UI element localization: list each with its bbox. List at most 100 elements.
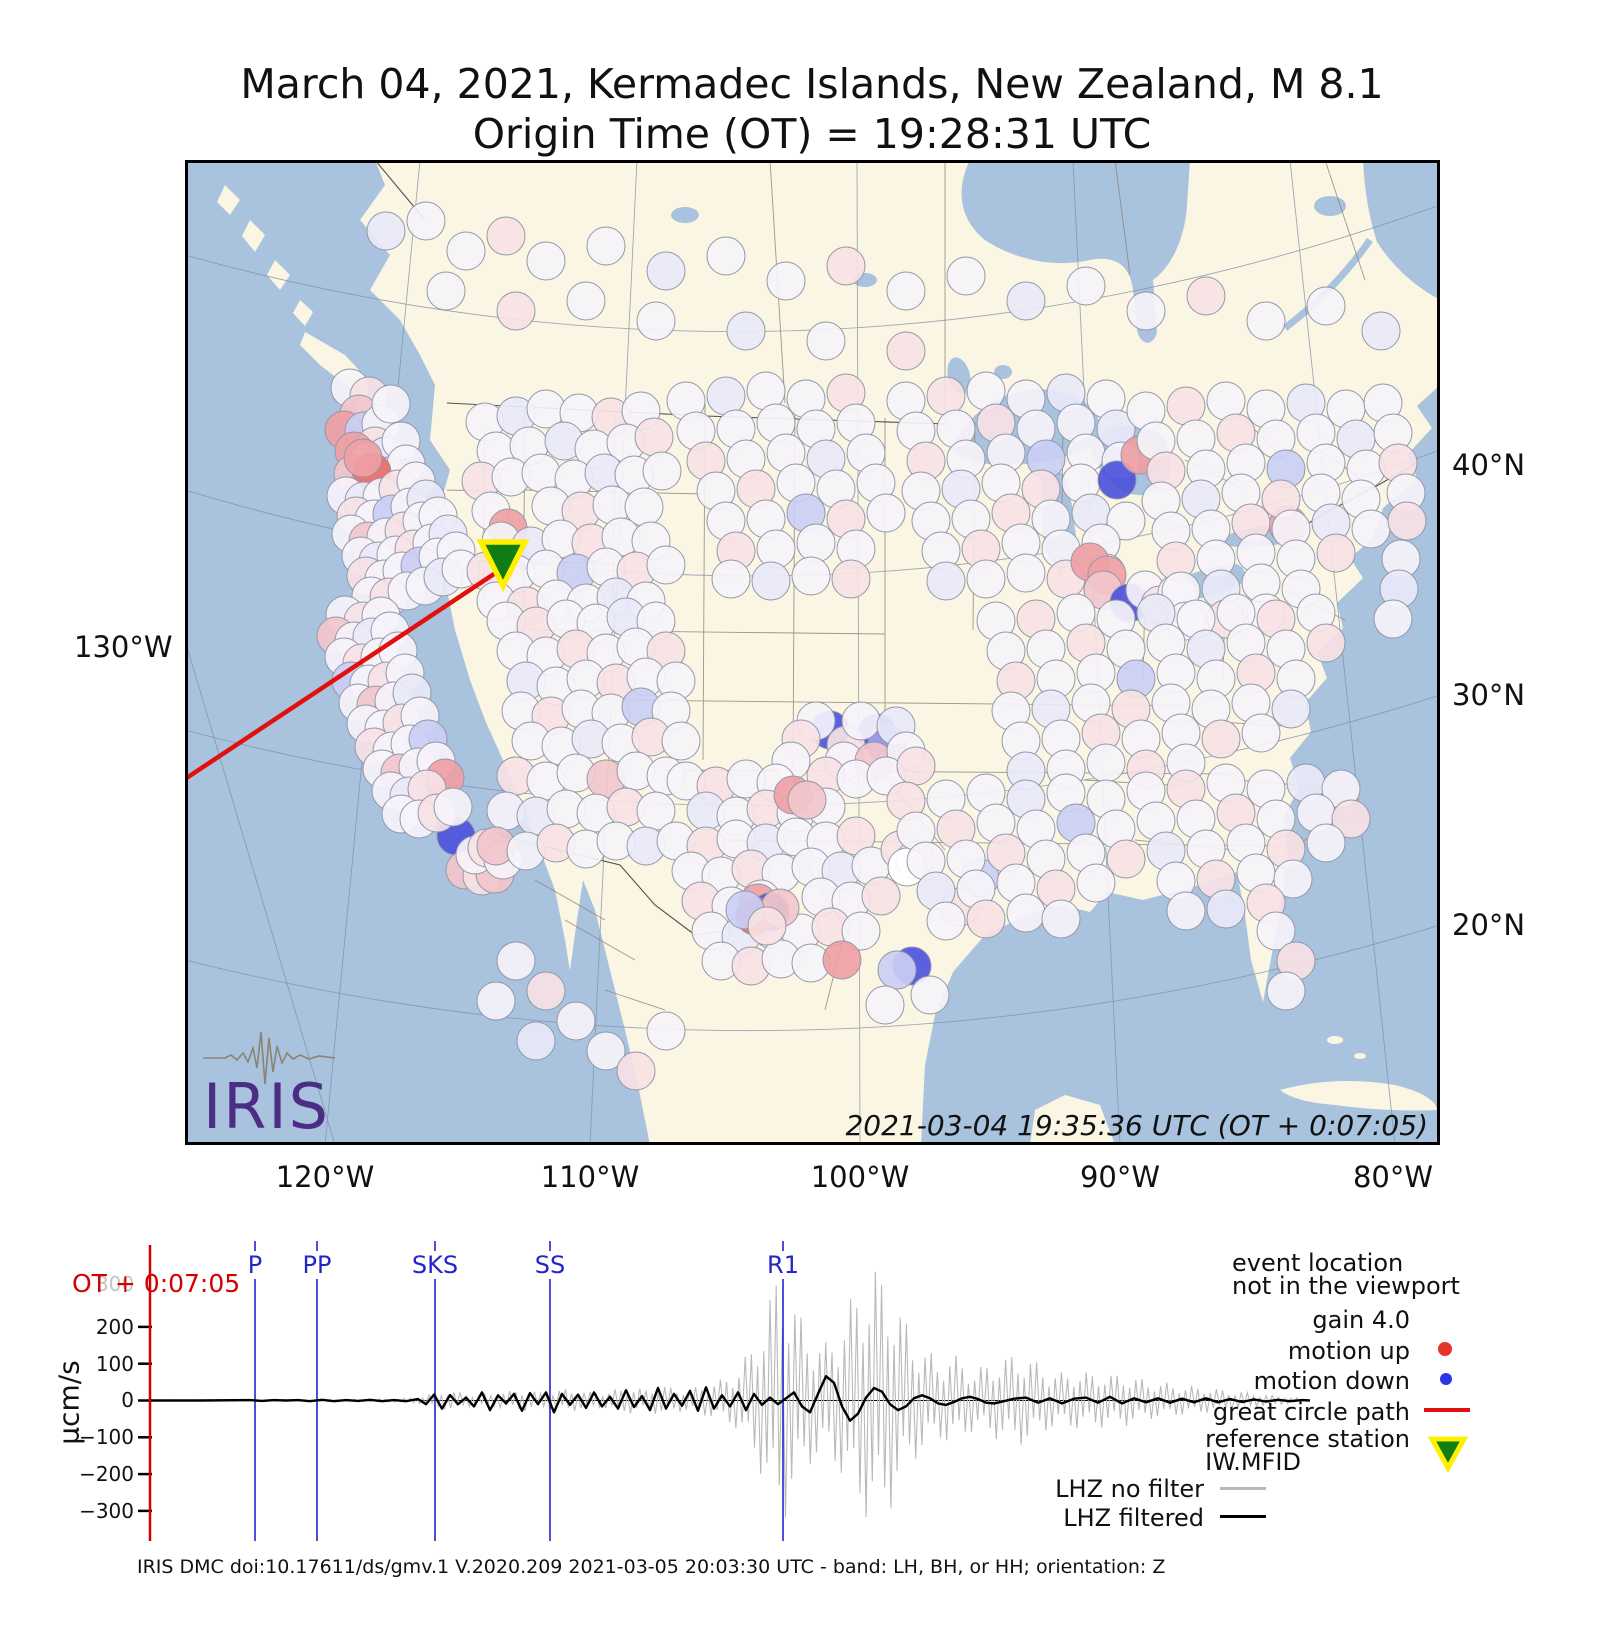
station-dot [910, 975, 950, 1015]
station-dot [1361, 311, 1401, 351]
station-dot [634, 417, 674, 457]
logo-seismogram-squiggle [203, 1031, 336, 1085]
station-dot [877, 950, 917, 990]
legend-no-filter-label: LHZ no filter [1055, 1475, 1204, 1503]
hudson-bay [961, 160, 1190, 343]
map-xtick-80w: 80°W [1352, 1160, 1434, 1194]
station-dot [586, 1031, 626, 1071]
station-dot [791, 556, 831, 596]
station-dot [1097, 460, 1137, 500]
station-dot [616, 1051, 656, 1091]
map-timestamp: 2021-03-04 19:35:36 UTC (OT + 0:07:05) [845, 1109, 1428, 1142]
station-dot [1271, 689, 1311, 729]
island [1327, 1036, 1343, 1044]
station-dot [1373, 599, 1413, 639]
station-dot [1041, 899, 1081, 939]
station-dot [766, 261, 806, 301]
legend-gain: gain 4.0 [1312, 1306, 1410, 1334]
station-dot [366, 211, 406, 251]
station-dot [1006, 281, 1046, 321]
legend-filtered-label: LHZ filtered [1063, 1504, 1204, 1532]
reference-station-marker [476, 539, 530, 593]
station-dot [711, 559, 751, 599]
station-dot [1246, 301, 1286, 341]
station-dot [1126, 291, 1166, 331]
logo-text: IRIS [203, 1070, 330, 1143]
station-dot [886, 331, 926, 371]
motion-up-dot-icon [1438, 1342, 1452, 1356]
phase-label-pp: PP [303, 1251, 332, 1279]
station-dot [1006, 553, 1046, 593]
no-filter-line-icon [1220, 1487, 1266, 1490]
phase-arrival-lines: P PP SKS SS R1 [248, 1241, 799, 1541]
station-dot [406, 201, 446, 241]
station-dot [826, 246, 866, 286]
station-dot [521, 453, 561, 493]
station-dot [586, 226, 626, 266]
station-dot [1273, 859, 1313, 899]
iris-logo: IRIS [203, 1031, 336, 1143]
station-dot [446, 231, 486, 271]
station-dot [926, 901, 966, 941]
filtered-line-icon [1220, 1515, 1266, 1518]
station-dot [496, 291, 536, 331]
hidden-ytick-300: 300 [96, 1272, 135, 1296]
map-ytick-20n: 20°N [1452, 908, 1526, 942]
station-dot [822, 940, 862, 980]
station-dot [1166, 386, 1206, 426]
legend-reference-station-label: reference station IW.MFID [1205, 1427, 1410, 1474]
ytick-neg300: −300 [79, 1499, 134, 1523]
seismogram-plot: P PP SKS SS R1 [138, 1241, 1311, 1541]
coastal-islands [217, 185, 313, 326]
station-dot [866, 493, 906, 533]
station-dot [841, 701, 881, 741]
station-dot [926, 561, 966, 601]
pacific-ocean [185, 160, 650, 1145]
station-dot [371, 384, 411, 424]
footer-attribution: IRIS DMC doi:10.17611/ds/gmv.1 V.2020.20… [137, 1556, 1166, 1578]
station-dot [1256, 911, 1296, 951]
station-dot [646, 1011, 686, 1051]
station-dot [787, 780, 827, 820]
station-dot [636, 301, 676, 341]
ytick-neg200: −200 [79, 1462, 134, 1486]
station-dot [926, 376, 966, 416]
small-lake [994, 365, 1012, 379]
legend-motion-down-label: motion down [1253, 1367, 1410, 1395]
station-dot [886, 271, 926, 311]
station-dot [1306, 823, 1346, 863]
station-dot [1076, 863, 1116, 903]
station-dot [661, 721, 701, 761]
station-dot [646, 545, 686, 585]
station-dot [1351, 509, 1391, 549]
map-ytick-40n: 40°N [1452, 448, 1526, 482]
station-dot [1006, 893, 1046, 933]
station-dot [486, 216, 526, 256]
legend-event-location: event location not in the viewport [1232, 1251, 1460, 1298]
station-dot [861, 876, 901, 916]
station-dot [1106, 501, 1146, 541]
station-dot [1241, 713, 1281, 753]
station-dot [642, 451, 682, 491]
station-dot [1331, 799, 1371, 839]
yucatan [1030, 1095, 1115, 1145]
map-xtick-120w: 120°W [275, 1160, 375, 1194]
map-frame [185, 160, 1440, 1145]
station-dot [476, 981, 516, 1021]
station-dots [316, 201, 1427, 1091]
station-dot [1166, 891, 1206, 931]
station-dot [841, 911, 881, 951]
station-dot [706, 236, 746, 276]
station-dot [1066, 266, 1106, 306]
phase-label-ss: SS [535, 1251, 565, 1279]
island [1354, 1053, 1366, 1059]
legend-motion-up-label: motion up [1287, 1337, 1410, 1365]
ytick-neg100: −100 [79, 1425, 134, 1449]
station-dot [796, 523, 836, 563]
station-dot [1266, 971, 1306, 1011]
gulf-st-lawrence [1363, 160, 1440, 300]
map-left-tick-130w: 130°W [74, 630, 173, 664]
page-title: March 04, 2021, Kermadec Islands, New Ze… [240, 60, 1384, 108]
ytick-200: 200 [95, 1315, 134, 1339]
station-dot [1201, 719, 1241, 759]
